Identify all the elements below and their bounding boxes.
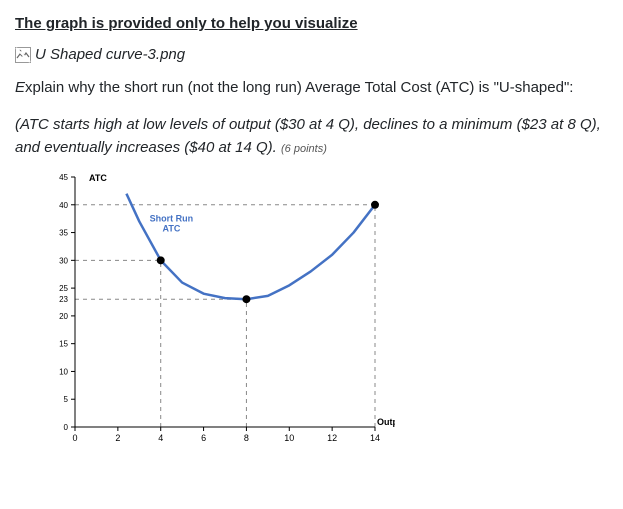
atc-chart-svg: 0 5 10 15 20 25 30 35 40 45 23 0 2 4 6 8 10 12 14 Output: Q… — [35, 167, 395, 457]
svg-text:ATC: ATC — [89, 173, 107, 183]
svg-text:23: 23 — [59, 295, 68, 304]
svg-text:10: 10 — [59, 368, 68, 377]
svg-text:0: 0 — [72, 433, 77, 443]
broken-image-filename: U Shaped curve-3.png — [35, 46, 185, 63]
svg-text:Short Run: Short Run — [150, 214, 194, 224]
svg-text:30: 30 — [59, 257, 68, 266]
svg-text:35: 35 — [59, 229, 68, 238]
points-text: (6 points) — [281, 143, 327, 155]
explain-rest: xplain why the short run (not the long r… — [25, 79, 573, 96]
svg-text:20: 20 — [59, 312, 68, 321]
svg-text:8: 8 — [244, 433, 249, 443]
svg-text:15: 15 — [59, 340, 68, 349]
svg-text:4: 4 — [158, 433, 163, 443]
svg-text:6: 6 — [201, 433, 206, 443]
svg-text:Output: Q: Output: Q — [377, 417, 395, 427]
question-detail: (ATC starts high at low levels of output… — [15, 113, 608, 160]
svg-text:ATC: ATC — [163, 224, 181, 234]
atc-chart: 0 5 10 15 20 25 30 35 40 45 23 0 2 4 6 8 10 12 14 Output: Q… — [35, 167, 608, 461]
svg-text:45: 45 — [59, 173, 68, 182]
svg-text:25: 25 — [59, 284, 68, 293]
svg-text:10: 10 — [284, 433, 294, 443]
svg-text:40: 40 — [59, 201, 68, 210]
question-text: Explain why the short run (not the long … — [15, 77, 608, 99]
svg-text:2: 2 — [115, 433, 120, 443]
explain-prefix: E — [15, 79, 25, 96]
svg-text:0: 0 — [64, 423, 69, 432]
svg-text:14: 14 — [370, 433, 380, 443]
page-title: The graph is provided only to help you v… — [15, 15, 608, 32]
broken-image-icon — [15, 47, 31, 63]
broken-image-row: U Shaped curve-3.png — [15, 46, 608, 63]
svg-text:5: 5 — [64, 395, 69, 404]
svg-text:12: 12 — [327, 433, 337, 443]
